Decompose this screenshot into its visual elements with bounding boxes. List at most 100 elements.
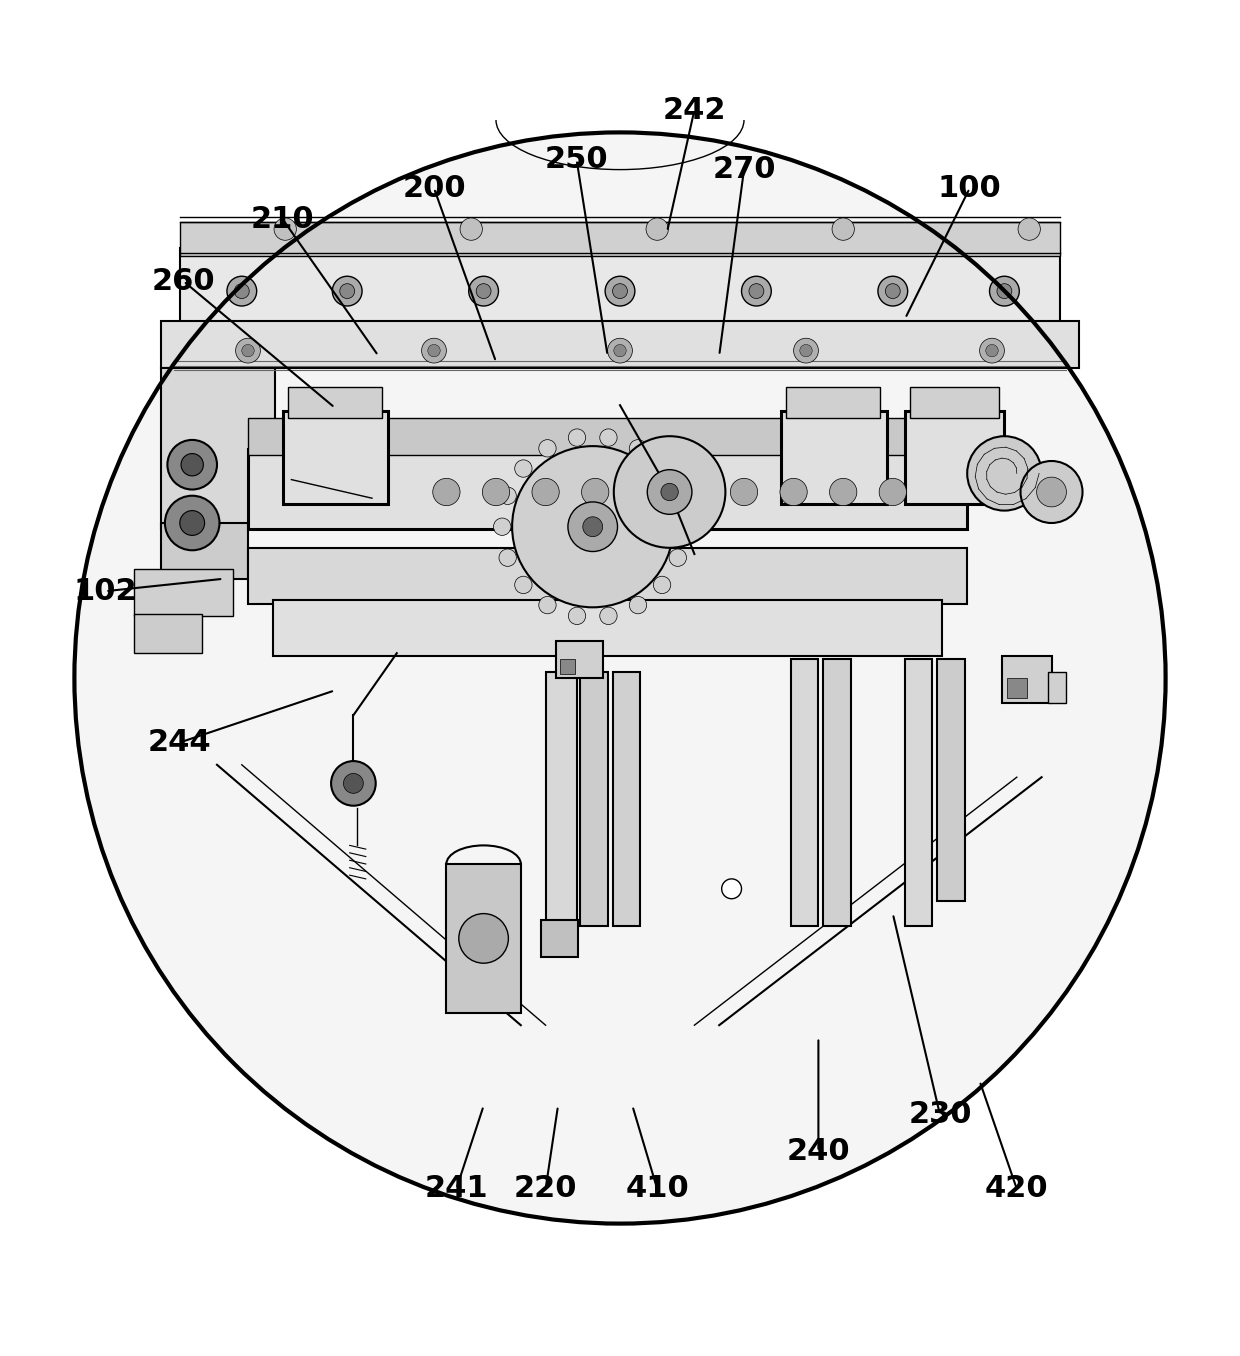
Bar <box>556 641 603 678</box>
Text: 200: 200 <box>402 174 466 202</box>
Circle shape <box>538 597 556 614</box>
Circle shape <box>167 439 217 490</box>
Circle shape <box>498 487 516 504</box>
Bar <box>613 671 640 926</box>
Circle shape <box>631 479 658 506</box>
Circle shape <box>539 439 556 457</box>
Text: 102: 102 <box>73 576 138 606</box>
Text: 244: 244 <box>148 728 212 757</box>
Bar <box>905 411 1004 504</box>
Circle shape <box>614 344 626 357</box>
Circle shape <box>476 283 491 298</box>
Circle shape <box>433 479 460 506</box>
Bar <box>560 659 575 674</box>
Circle shape <box>670 549 687 567</box>
Bar <box>446 864 521 1013</box>
Circle shape <box>990 277 1019 306</box>
Circle shape <box>830 479 857 506</box>
Circle shape <box>653 460 671 477</box>
Circle shape <box>742 277 771 306</box>
Circle shape <box>629 439 646 457</box>
Circle shape <box>681 479 708 506</box>
Bar <box>541 919 578 957</box>
Circle shape <box>180 511 205 536</box>
Text: 270: 270 <box>712 155 776 184</box>
Text: 220: 220 <box>513 1174 578 1203</box>
Bar <box>248 449 967 529</box>
Circle shape <box>568 428 585 446</box>
Circle shape <box>1021 461 1083 523</box>
Circle shape <box>614 437 725 548</box>
Circle shape <box>608 338 632 363</box>
Text: 250: 250 <box>544 145 609 174</box>
Text: 242: 242 <box>662 95 727 125</box>
Text: 420: 420 <box>985 1174 1049 1203</box>
Bar <box>823 659 851 926</box>
Circle shape <box>181 453 203 476</box>
Bar <box>905 659 932 926</box>
Circle shape <box>730 479 758 506</box>
Circle shape <box>568 607 585 625</box>
Circle shape <box>234 283 249 298</box>
Bar <box>1002 656 1052 702</box>
Circle shape <box>613 283 627 298</box>
Circle shape <box>967 437 1042 511</box>
Circle shape <box>515 576 532 594</box>
Circle shape <box>646 218 668 240</box>
Bar <box>1007 678 1027 698</box>
Circle shape <box>879 479 906 506</box>
Circle shape <box>340 283 355 298</box>
Circle shape <box>428 344 440 357</box>
Circle shape <box>242 344 254 357</box>
Circle shape <box>274 218 296 240</box>
Text: 230: 230 <box>908 1100 972 1130</box>
Circle shape <box>469 277 498 306</box>
Bar <box>546 671 577 926</box>
Bar <box>180 221 1060 256</box>
Circle shape <box>227 277 257 306</box>
Circle shape <box>986 344 998 357</box>
Bar <box>288 386 382 418</box>
Bar <box>134 570 233 616</box>
Circle shape <box>236 338 260 363</box>
Circle shape <box>482 479 510 506</box>
Bar <box>161 523 248 579</box>
Circle shape <box>605 277 635 306</box>
Text: 241: 241 <box>424 1174 489 1203</box>
Circle shape <box>722 879 742 899</box>
Circle shape <box>568 502 618 552</box>
Text: 240: 240 <box>786 1138 851 1166</box>
Circle shape <box>165 496 219 551</box>
Bar <box>580 671 608 926</box>
Circle shape <box>997 283 1012 298</box>
Bar <box>283 411 388 504</box>
Circle shape <box>498 549 516 567</box>
Circle shape <box>749 283 764 298</box>
Circle shape <box>980 338 1004 363</box>
Circle shape <box>670 487 687 504</box>
Circle shape <box>459 914 508 963</box>
Circle shape <box>343 773 363 793</box>
Bar <box>248 548 967 603</box>
Circle shape <box>629 597 646 614</box>
Circle shape <box>1018 218 1040 240</box>
Circle shape <box>532 479 559 506</box>
Circle shape <box>675 518 692 536</box>
Bar <box>134 613 202 654</box>
Circle shape <box>600 607 618 625</box>
Circle shape <box>582 479 609 506</box>
Bar <box>161 367 275 529</box>
Text: 410: 410 <box>625 1174 689 1203</box>
Circle shape <box>515 460 532 477</box>
Circle shape <box>331 761 376 805</box>
Circle shape <box>494 518 511 536</box>
Circle shape <box>1037 477 1066 507</box>
Circle shape <box>780 479 807 506</box>
Text: 100: 100 <box>937 174 1002 202</box>
Bar <box>937 659 965 902</box>
Bar <box>180 248 1060 324</box>
Bar <box>248 418 967 454</box>
Bar <box>781 411 887 504</box>
Circle shape <box>512 446 673 607</box>
Circle shape <box>800 344 812 357</box>
